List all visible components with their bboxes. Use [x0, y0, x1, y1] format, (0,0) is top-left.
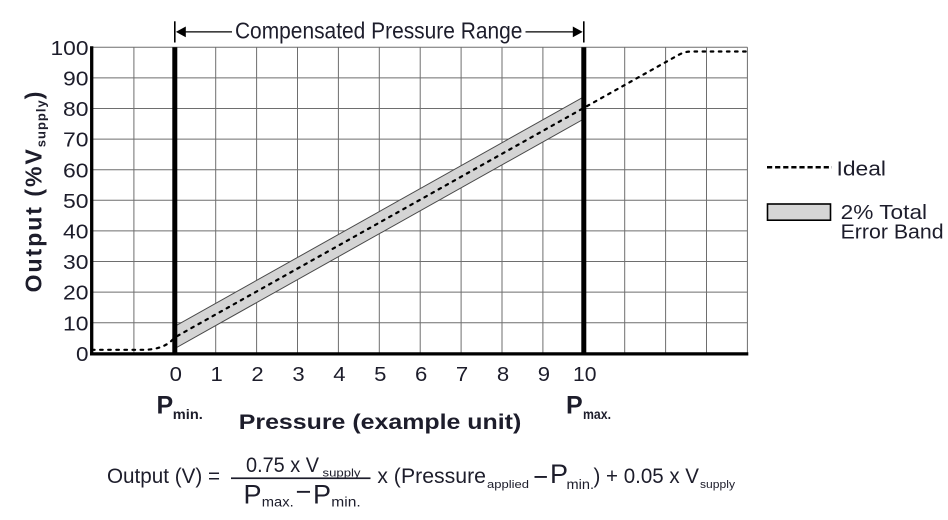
svg-text:1: 1	[211, 363, 223, 386]
svg-text:Ideal: Ideal	[837, 158, 887, 181]
svg-text:4: 4	[333, 363, 345, 386]
svg-text:min.: min.	[567, 477, 595, 492]
svg-text:0: 0	[76, 343, 89, 366]
svg-text:P: P	[244, 480, 262, 510]
svg-text:P: P	[566, 392, 583, 420]
svg-text:supply: supply	[700, 479, 736, 491]
svg-text:90: 90	[63, 68, 89, 91]
svg-text:P: P	[550, 459, 568, 489]
svg-text:max.: max.	[262, 495, 294, 510]
svg-text:P: P	[313, 480, 331, 510]
svg-text:80: 80	[63, 98, 89, 121]
svg-text:Output (V) =: Output (V) =	[107, 465, 220, 488]
svg-text:20: 20	[63, 282, 89, 305]
svg-text:8: 8	[497, 363, 509, 386]
svg-text:7: 7	[456, 363, 468, 386]
svg-text:applied: applied	[487, 479, 529, 491]
svg-text:P: P	[157, 392, 174, 420]
svg-text:max.: max.	[583, 407, 611, 422]
svg-text:2% Total: 2% Total	[841, 201, 928, 224]
svg-text:60: 60	[63, 159, 89, 182]
svg-text:supply: supply	[323, 468, 362, 480]
svg-text:6: 6	[415, 363, 427, 386]
svg-text:9: 9	[538, 363, 550, 386]
svg-text:10: 10	[63, 312, 89, 335]
svg-text:2: 2	[251, 363, 263, 386]
svg-text:Compensated Pressure Range: Compensated Pressure Range	[235, 18, 523, 44]
svg-text:Error Band: Error Band	[841, 220, 944, 243]
svg-text:10: 10	[573, 363, 597, 386]
svg-text:Pressure: Pressure	[401, 465, 486, 488]
svg-text:3: 3	[292, 363, 304, 386]
svg-text:70: 70	[63, 129, 89, 152]
svg-text:min.: min.	[331, 495, 360, 510]
svg-text:x (: x (	[377, 465, 400, 488]
svg-text:100: 100	[51, 37, 89, 60]
svg-text:50: 50	[63, 190, 89, 213]
svg-text:40: 40	[63, 221, 89, 244]
svg-text:) + 0.05 x V: ) + 0.05 x V	[594, 465, 700, 488]
svg-text:5: 5	[374, 363, 386, 386]
svg-text:Pressure (example unit): Pressure (example unit)	[239, 411, 522, 434]
svg-text:min.: min.	[173, 407, 203, 422]
svg-text:0: 0	[170, 363, 182, 386]
svg-text:30: 30	[63, 251, 89, 274]
svg-text:0.75 x V: 0.75 x V	[246, 454, 319, 477]
